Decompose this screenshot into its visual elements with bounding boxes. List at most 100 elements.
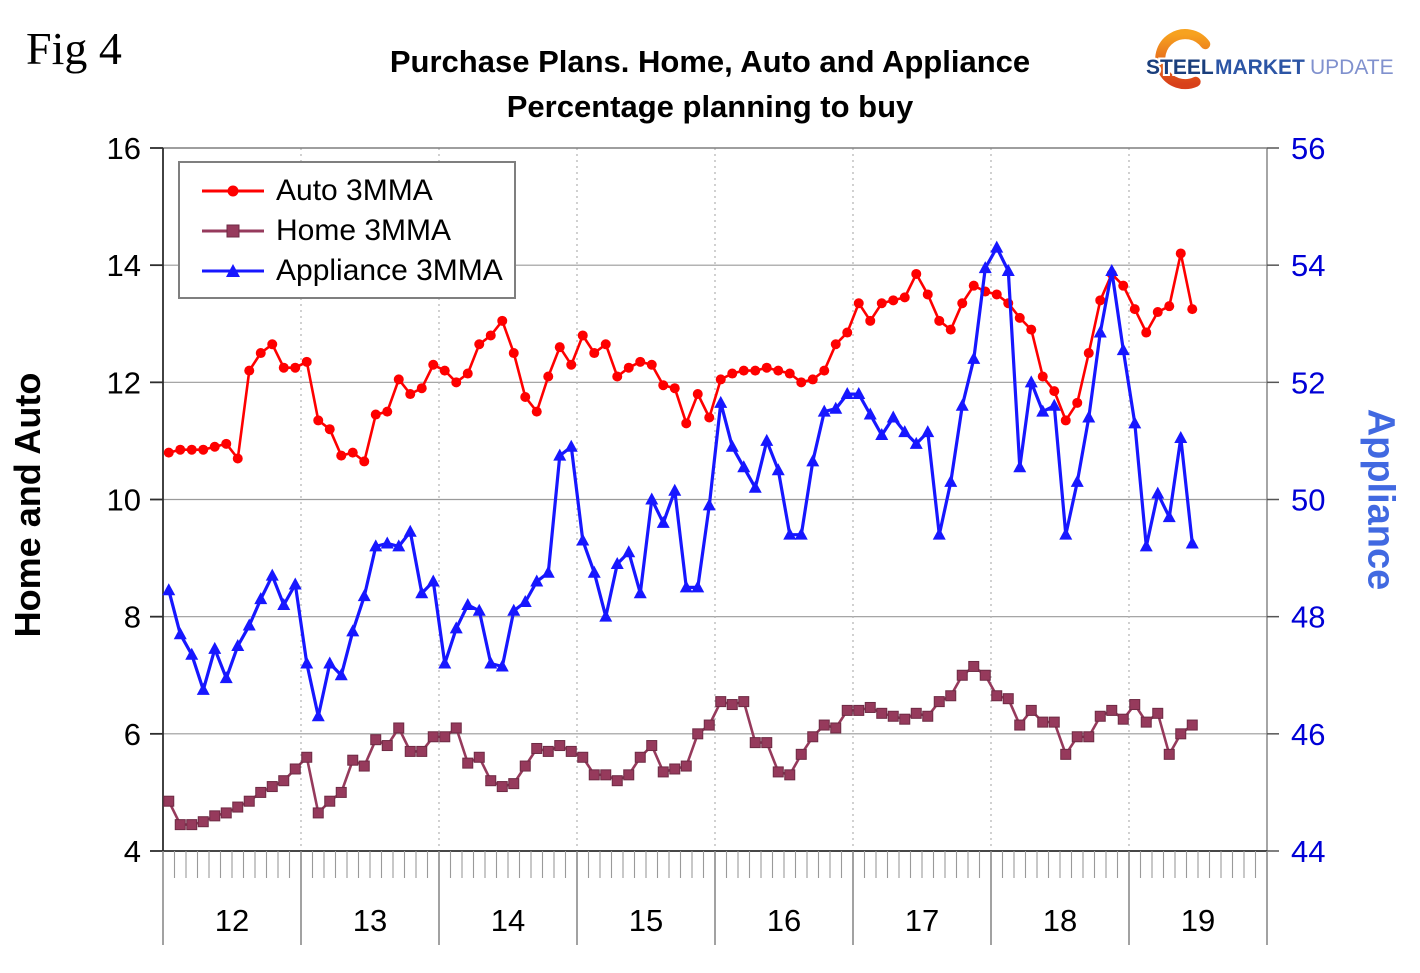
marker-appliance	[771, 463, 785, 476]
marker-home	[1106, 704, 1118, 716]
marker-auto	[600, 339, 611, 350]
marker-appliance	[242, 618, 256, 631]
marker-appliance	[564, 439, 578, 452]
marker-home	[1083, 731, 1095, 743]
marker-auto	[715, 374, 726, 385]
x-axis-year-label: 19	[1181, 903, 1215, 938]
marker-home	[853, 704, 865, 716]
marker-appliance	[300, 656, 314, 669]
marker-auto	[1083, 348, 1094, 359]
marker-auto	[704, 412, 715, 423]
marker-appliance	[415, 586, 429, 599]
chart-title-line1: Purchase Plans. Home, Auto and Appliance	[389, 44, 1031, 79]
series-line-appliance-3mma	[167, 246, 1194, 718]
marker-appliance	[840, 387, 854, 400]
marker-appliance	[392, 539, 406, 552]
left-axis-tick-label: 16	[107, 131, 141, 166]
marker-appliance	[231, 638, 245, 651]
marker-home	[807, 731, 819, 743]
logo-crescent-icon	[1155, 29, 1211, 90]
marker-appliance	[541, 565, 555, 578]
marker-auto	[508, 348, 519, 359]
marker-home	[899, 713, 911, 725]
marker-auto	[1187, 304, 1198, 315]
x-axis-year-label: 15	[629, 903, 663, 938]
marker-home	[485, 775, 497, 787]
marker-appliance	[622, 545, 636, 558]
marker-appliance	[932, 527, 946, 540]
marker-home	[761, 737, 773, 749]
x-axis-year-label: 16	[767, 903, 801, 938]
marker-appliance	[1174, 430, 1188, 443]
marker-auto	[784, 368, 795, 379]
marker-home	[979, 669, 991, 681]
right-axis-tick-label: 56	[1291, 131, 1325, 166]
marker-home	[669, 763, 681, 775]
marker-home	[945, 690, 957, 702]
marker-auto	[451, 377, 462, 388]
marker-appliance	[369, 539, 383, 552]
marker-home	[220, 807, 232, 819]
marker-appliance	[955, 398, 969, 411]
right-axis-tick-label: 54	[1291, 248, 1325, 283]
marker-home	[358, 760, 370, 772]
marker-home	[404, 745, 416, 757]
marker-auto	[991, 289, 1002, 300]
marker-auto	[1129, 304, 1140, 315]
marker-home	[186, 819, 198, 831]
marker-home	[1117, 713, 1129, 725]
series-line-home-3mma	[167, 665, 1194, 826]
marker-appliance	[530, 574, 544, 587]
marker-appliance	[357, 589, 371, 602]
marker-home	[1129, 699, 1141, 711]
steel-market-update-logo: STEEL MARKET UPDATE	[1138, 22, 1420, 108]
marker-appliance	[277, 597, 291, 610]
marker-auto	[1141, 327, 1152, 338]
marker-auto	[1164, 301, 1175, 312]
left-axis-tick-label: 6	[124, 717, 141, 752]
marker-auto	[382, 406, 393, 417]
x-axis-year-label: 12	[215, 903, 249, 938]
marker-home	[611, 775, 623, 787]
marker-auto	[911, 268, 922, 279]
marker-home	[347, 754, 359, 766]
marker-home	[1037, 716, 1049, 728]
chart-title: Purchase Plans. Home, Auto and Appliance…	[320, 40, 1100, 130]
marker-appliance	[1162, 510, 1176, 523]
marker-appliance	[403, 524, 417, 537]
marker-auto	[899, 292, 910, 303]
marker-home	[174, 819, 186, 831]
marker-appliance	[944, 474, 958, 487]
marker-auto	[221, 438, 232, 449]
marker-home	[278, 775, 290, 787]
marker-auto	[1037, 371, 1048, 382]
marker-appliance	[484, 656, 498, 669]
marker-appliance	[633, 586, 647, 599]
marker-auto	[255, 348, 266, 359]
marker-home	[381, 740, 393, 752]
marker-auto	[623, 362, 634, 373]
logo-word-market: MARKET	[1215, 56, 1305, 79]
marker-appliance	[978, 261, 992, 274]
marker-appliance	[288, 577, 302, 590]
marker-auto	[1049, 386, 1060, 397]
marker-appliance	[1185, 536, 1199, 549]
marker-auto	[428, 359, 439, 370]
marker-home	[1025, 704, 1037, 716]
marker-home	[209, 810, 221, 822]
marker-appliance	[656, 515, 670, 528]
marker-appliance	[576, 533, 590, 546]
marker-appliance	[702, 498, 716, 511]
x-axis-year-label: 14	[491, 903, 525, 938]
marker-home	[657, 766, 669, 778]
marker-home	[232, 801, 244, 813]
marker-home	[496, 781, 508, 793]
legend-item-appliance: Appliance 3MMA	[200, 251, 514, 291]
marker-appliance	[380, 536, 394, 549]
marker-appliance	[783, 527, 797, 540]
marker-auto	[347, 447, 358, 458]
marker-home	[427, 731, 439, 743]
right-axis-tick-label: 46	[1291, 717, 1325, 752]
left-axis-tick-label: 10	[107, 483, 141, 518]
marker-auto	[313, 415, 324, 426]
